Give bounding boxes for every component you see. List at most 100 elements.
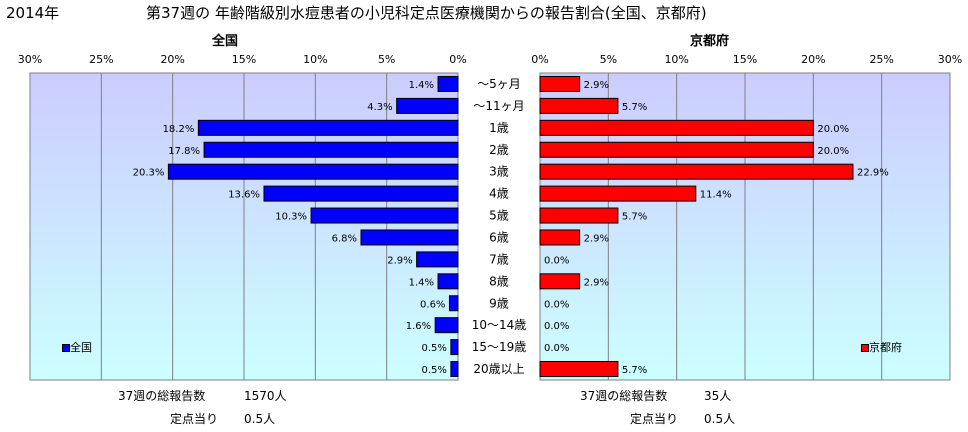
left-total-value: 1570人 — [244, 389, 287, 403]
left-bar — [197, 119, 459, 136]
left-bar — [360, 229, 459, 246]
category-label: 8歳 — [489, 274, 509, 288]
left-tick-label: 15% — [232, 53, 256, 66]
left-bar — [263, 185, 459, 202]
right-total-label: 37週の総報告数 — [580, 389, 668, 403]
left-bar — [450, 339, 459, 356]
right-legend-swatch — [861, 344, 869, 352]
left-bar-label: 2.9% — [387, 255, 412, 266]
category-label: 2歳 — [489, 143, 509, 157]
right-bar-label: 20.0% — [817, 146, 849, 157]
left-tick-label: 25% — [89, 53, 113, 66]
category-label: 10～14歳 — [472, 318, 527, 332]
right-bar — [539, 229, 581, 246]
left-tick-label: 0% — [449, 53, 466, 66]
left-bar-label: 18.2% — [163, 124, 195, 135]
left-tick-label: 5% — [378, 53, 395, 66]
right-bar-label: 0.0% — [544, 321, 569, 332]
left-bar-label: 1.4% — [409, 277, 434, 288]
right-bar-label: 5.7% — [622, 365, 647, 376]
category-label: 15～19歳 — [472, 340, 527, 354]
right-tick-label: 5% — [600, 53, 617, 66]
left-tick-label: 20% — [160, 53, 184, 66]
left-per-value: 0.5人 — [244, 412, 276, 426]
right-bar — [539, 141, 814, 158]
left-tick-label: 30% — [18, 53, 42, 66]
right-tick-label: 20% — [801, 53, 825, 66]
left-bar — [203, 141, 459, 158]
right-bar-label: 5.7% — [622, 212, 647, 223]
left-bar — [396, 97, 459, 114]
right-bar — [539, 119, 814, 136]
right-bar-label: 2.9% — [584, 277, 609, 288]
year-label: 2014年 — [6, 4, 60, 22]
category-label: 4歳 — [489, 187, 509, 201]
chart-title: 第37週の 年齢階級別水痘患者の小児科定点医療機関からの報告割合(全国、京都府) — [146, 4, 707, 22]
right-bar-label: 22.9% — [857, 168, 889, 179]
left-bar — [167, 163, 459, 180]
right-tick-label: 25% — [869, 53, 893, 66]
left-bar-label: 17.8% — [168, 146, 200, 157]
left-bar — [437, 75, 459, 92]
right-tick-label: 10% — [664, 53, 688, 66]
left-bar — [416, 251, 459, 268]
right-bar-label: 11.4% — [700, 190, 732, 201]
left-legend: 全国 — [62, 339, 92, 355]
right-bar-label: 0.0% — [544, 343, 569, 354]
right-total-value: 35人 — [704, 389, 732, 403]
left-bar — [448, 295, 459, 312]
right-bar — [539, 361, 619, 378]
right-bar-label: 20.0% — [817, 124, 849, 135]
right-bar-label: 2.9% — [584, 80, 609, 91]
left-chart-subtitle: 全国 — [212, 34, 239, 49]
category-label: 6歳 — [489, 230, 509, 244]
left-bar-label: 0.5% — [421, 365, 446, 376]
left-plot-area: 30% 25% 20% 15% 10% 5% 0% 1.4% 4.3% 18.2% 17.8%20.… — [18, 53, 467, 381]
left-bar-label: 20.3% — [133, 168, 165, 179]
left-bar-label: 6.8% — [332, 233, 357, 244]
left-tick-label: 10% — [303, 53, 327, 66]
right-bar — [539, 185, 697, 202]
right-per-value: 0.5人 — [704, 412, 736, 426]
left-bar-label: 1.4% — [409, 80, 434, 91]
left-bar-label: 10.3% — [275, 212, 307, 223]
left-total-label: 37週の総報告数 — [118, 389, 206, 403]
right-per-label: 定点当り — [630, 412, 679, 426]
right-bar-label: 2.9% — [584, 233, 609, 244]
left-legend-label: 全国 — [70, 341, 92, 354]
right-bar — [539, 97, 619, 114]
category-label: 20歳以上 — [473, 362, 524, 376]
category-label: 7歳 — [489, 252, 509, 266]
right-bar-label: 0.0% — [544, 299, 569, 310]
left-bar-label: 13.6% — [228, 190, 260, 201]
right-legend: 京都府 — [861, 339, 902, 355]
category-label: 3歳 — [489, 165, 509, 179]
category-label: 5歳 — [489, 209, 509, 223]
left-bar-label: 1.6% — [406, 321, 431, 332]
left-bar-label: 0.6% — [420, 299, 445, 310]
left-bar — [450, 361, 459, 378]
left-bar-label: 4.3% — [367, 102, 392, 113]
left-legend-swatch — [62, 344, 70, 352]
left-bar-label: 0.5% — [421, 343, 446, 354]
left-bar — [434, 317, 459, 334]
left-bar — [310, 207, 459, 224]
right-tick-label: 15% — [733, 53, 757, 66]
right-bar — [539, 163, 854, 180]
left-per-label: 定点当り — [170, 412, 219, 426]
category-label: 1歳 — [489, 121, 509, 135]
right-bar — [539, 273, 581, 290]
right-tick-label: 0% — [531, 53, 548, 66]
right-bar-label: 5.7% — [622, 102, 647, 113]
right-legend-label: 京都府 — [869, 341, 902, 354]
category-labels: ～5ヶ月 ～11ヶ月 1歳 2歳 3歳 4歳 5歳 6歳 7歳 8歳 9歳 10～14歳 15～19歳 2… — [472, 77, 527, 376]
right-bar-label: 0.0% — [544, 255, 569, 266]
right-tick-label: 30% — [938, 53, 962, 66]
category-label: 9歳 — [489, 296, 509, 310]
left-bar — [437, 273, 459, 290]
category-label: ～11ヶ月 — [473, 99, 524, 113]
right-bar — [539, 207, 619, 224]
right-bar — [539, 75, 581, 92]
right-plot-area: 0% 5% 10% 15% 20% 25% 30% 2.9% 5.7% 20.0% 20.0% 22.… — [531, 53, 962, 381]
